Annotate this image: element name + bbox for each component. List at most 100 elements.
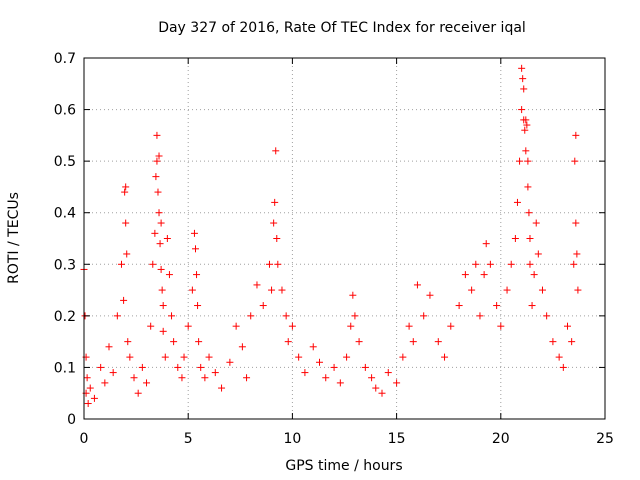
data-point: [165, 271, 173, 279]
data-point: [201, 374, 209, 382]
data-point: [538, 286, 546, 294]
data-point: [516, 157, 524, 165]
data-point: [315, 358, 323, 366]
data-point: [351, 312, 359, 320]
data-point: [522, 147, 530, 155]
data-point: [393, 379, 401, 387]
plot-frame: [83, 57, 606, 420]
data-point: [572, 131, 580, 139]
data-point: [526, 260, 534, 268]
data-point: [447, 322, 455, 330]
data-point: [543, 312, 551, 320]
chart-title: Day 327 of 2016, Rate Of TEC Index for r…: [158, 20, 526, 36]
data-point: [409, 338, 417, 346]
data-point: [480, 271, 488, 279]
data-point: [123, 250, 131, 258]
data-point: [97, 363, 105, 371]
data-point: [232, 322, 240, 330]
data-point: [84, 400, 92, 408]
y-tick-label: 0: [67, 412, 76, 428]
data-point: [476, 312, 484, 320]
data-point: [273, 235, 281, 242]
data-point: [322, 374, 330, 382]
x-axis-label: GPS time / hours: [285, 458, 402, 474]
data-point: [178, 374, 186, 382]
data-point: [278, 286, 286, 294]
data-point: [90, 394, 98, 402]
data-point: [274, 260, 282, 268]
data-point: [121, 188, 129, 196]
data-point: [513, 198, 521, 206]
data-point: [272, 147, 280, 155]
data-point: [161, 353, 169, 361]
data-point: [188, 286, 196, 294]
data-point: [486, 260, 494, 268]
data-point: [184, 322, 192, 330]
data-point: [426, 291, 434, 299]
data-point: [511, 235, 519, 242]
data-point: [113, 312, 121, 320]
data-point: [503, 286, 511, 294]
data-point: [159, 302, 167, 310]
data-point: [157, 265, 165, 273]
y-tick-label: 0.7: [54, 51, 76, 67]
data-point: [468, 286, 476, 294]
data-point: [195, 338, 203, 346]
data-point: [191, 245, 199, 253]
data-point: [180, 353, 188, 361]
data-point: [268, 286, 276, 294]
y-tick-label: 0.3: [54, 257, 76, 273]
data-point: [105, 343, 113, 351]
data-point: [124, 338, 132, 346]
data-point: [571, 157, 579, 165]
data-point: [519, 75, 527, 83]
data-point: [270, 219, 278, 227]
data-point: [151, 229, 159, 237]
data-point: [361, 363, 369, 371]
data-point: [143, 379, 151, 387]
data-point: [461, 271, 469, 279]
data-point: [194, 302, 202, 310]
x-tick-label: 20: [492, 431, 510, 447]
data-point: [493, 302, 501, 310]
data-point: [518, 106, 526, 114]
data-point: [149, 260, 157, 268]
data-point: [507, 260, 515, 268]
data-point: [271, 198, 279, 206]
data-points: [80, 64, 582, 408]
x-tick-label: 10: [283, 431, 301, 447]
data-point: [122, 219, 130, 227]
data-point: [163, 235, 171, 242]
data-point: [349, 291, 357, 299]
data-point: [282, 312, 290, 320]
data-point: [295, 353, 303, 361]
data-point: [284, 338, 292, 346]
data-point: [154, 188, 162, 196]
data-point: [238, 343, 246, 351]
y-tick-label: 0.1: [54, 360, 76, 376]
data-point: [153, 131, 161, 139]
data-point: [330, 363, 338, 371]
data-point: [372, 384, 380, 392]
data-point: [155, 152, 163, 160]
data-point: [472, 260, 480, 268]
data-point: [413, 281, 421, 289]
data-point: [253, 281, 261, 289]
data-point: [530, 271, 538, 279]
data-point: [563, 322, 571, 330]
data-point: [347, 322, 355, 330]
data-point: [482, 240, 490, 248]
data-point: [159, 327, 167, 335]
data-point: [157, 219, 165, 227]
data-point: [384, 369, 392, 377]
axis-ticks: 0 5 10 15 20 25 0 0.1 0.2 0.3 0.4 0.5 0.6 0.7: [54, 51, 614, 447]
data-point: [83, 374, 91, 382]
data-point: [101, 379, 109, 387]
data-point: [520, 85, 528, 93]
data-point: [524, 183, 532, 191]
data-point: [522, 116, 530, 124]
data-point: [170, 338, 178, 346]
data-point: [211, 369, 219, 377]
data-point: [205, 353, 213, 361]
